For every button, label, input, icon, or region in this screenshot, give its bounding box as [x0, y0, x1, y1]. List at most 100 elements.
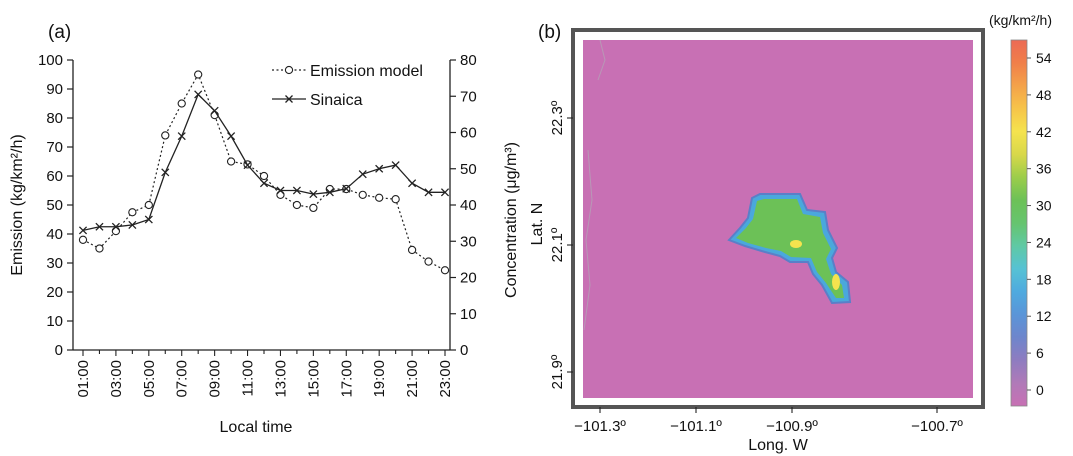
data-point-cross: [243, 161, 252, 170]
data-point-cross: [194, 90, 203, 99]
legend-label-emission-model: Emission model: [310, 63, 423, 80]
data-point-circle: [375, 193, 384, 202]
data-point-circle: [194, 70, 203, 79]
hotspot-core: [736, 199, 844, 298]
panel-b: (b) −101.3º −101.1º −100.9º −100.7º 21.9º 22…: [529, 12, 1052, 454]
map-x-tick-label: −100.7º: [911, 418, 963, 435]
panel-a: (a) 0 10 20 30 40 50 60 70 80 90 100 0 10 20 30 40 50 60…: [9, 22, 520, 436]
data-point-circle: [309, 203, 318, 213]
colorbar: (kg/km²/h) 0 6 12 18 24 30 36 42 48 54: [989, 12, 1052, 407]
x-axis-label: Local time: [220, 419, 293, 436]
colorbar-tick-label: 36: [1036, 161, 1052, 177]
left-y-tick-label: 70: [46, 139, 63, 156]
x-tick-label: 05:00: [141, 360, 158, 398]
data-point-circle: [358, 190, 367, 199]
data-point-cross: [408, 179, 417, 188]
left-y-tick-label: 40: [46, 226, 63, 243]
series-emission-model: [78, 70, 450, 275]
legend-marker-cross: [285, 95, 293, 103]
colorbar-tick-label: 0: [1036, 382, 1044, 398]
map-x-tick-label: −101.1º: [670, 418, 722, 435]
data-point-cross: [144, 215, 153, 224]
x-ticks: 01:00 03:00 05:00 07:00 09:00 11:00 13:00 15:00…: [75, 350, 454, 398]
data-point-circle: [424, 257, 433, 266]
boundary-line-left: [583, 149, 593, 331]
left-y-tick-label: 100: [38, 52, 63, 69]
data-point-cross: [177, 132, 186, 141]
series-group: [78, 70, 450, 275]
colorbar-tick-label: 6: [1036, 345, 1044, 361]
map-area: [583, 40, 973, 398]
right-y-tick-label: 70: [460, 88, 477, 105]
data-point-cross: [227, 132, 236, 141]
x-tick-label: 01:00: [75, 360, 92, 398]
colorbar-gradient: [1010, 39, 1028, 407]
right-y-tick-label: 0: [460, 342, 468, 359]
right-y-tick-label: 10: [460, 306, 477, 323]
right-y-ticks: 0 10 20 30 40 50 60 70 80: [450, 52, 477, 359]
data-point-cross: [259, 179, 269, 188]
data-point-circle: [128, 208, 137, 217]
data-point-cross: [358, 170, 367, 179]
left-y-tick-label: 20: [46, 284, 63, 301]
data-point-circle: [144, 200, 153, 210]
map-x-tick-label: −101.3º: [574, 418, 626, 435]
right-y-tick-label: 60: [460, 125, 477, 142]
data-point-cross: [161, 168, 170, 177]
x-tick-label: 21:00: [404, 360, 421, 398]
x-tick-label: 17:00: [338, 360, 355, 398]
data-point-circle: [95, 244, 104, 253]
data-point-cross: [128, 220, 137, 229]
data-point-circle: [259, 171, 269, 181]
data-point-cross: [95, 222, 104, 231]
colorbar-tick-label: 12: [1036, 308, 1052, 324]
hotspot-peak-1: [790, 240, 802, 248]
data-point-circle: [177, 99, 186, 108]
data-point-cross: [375, 164, 384, 173]
right-y-axis-label: Concentration (μg/m³): [503, 142, 520, 298]
data-point-circle: [78, 235, 88, 244]
data-point-cross: [440, 188, 450, 197]
legend-label-sinaica: Sinaica: [310, 92, 363, 109]
right-y-tick-label: 50: [460, 161, 477, 178]
left-y-axis-label: Emission (kg/km²/h): [9, 134, 26, 275]
right-y-tick-label: 80: [460, 52, 477, 69]
x-tick-label: 13:00: [272, 360, 289, 398]
panel-b-label: (b): [538, 22, 561, 43]
right-y-tick-label: 30: [460, 233, 477, 250]
data-point-cross: [342, 184, 351, 193]
x-tick-label: 15:00: [305, 360, 322, 398]
legend: Emission model Sinaica: [272, 63, 423, 109]
hotspot-peak-2: [832, 274, 840, 290]
colorbar-tick-label: 24: [1036, 234, 1052, 250]
data-point-circle: [407, 245, 417, 255]
left-y-tick-label: 60: [46, 168, 63, 185]
legend-item-sinaica: Sinaica: [272, 92, 363, 109]
map-x-ticks: −101.3º −101.1º −100.9º −100.7º: [574, 407, 963, 435]
x-tick-label: 03:00: [108, 360, 125, 398]
data-point-cross: [309, 190, 318, 199]
colorbar-tick-label: 54: [1036, 50, 1052, 66]
map-y-tick-label: 22.3º: [549, 100, 566, 135]
x-tick-label: 09:00: [207, 360, 224, 398]
data-point-cross: [424, 188, 433, 197]
x-tick-label: 19:00: [371, 360, 388, 398]
map-y-ticks: 21.9º 22.1º 22.3º: [549, 100, 573, 389]
data-point-cross: [111, 222, 120, 231]
left-y-tick-label: 30: [46, 255, 63, 272]
series-sinaica: [78, 90, 450, 235]
colorbar-unit: (kg/km²/h): [989, 12, 1052, 28]
map-y-tick-label: 21.9º: [549, 354, 566, 389]
data-point-circle: [292, 200, 302, 210]
data-point-cross: [78, 226, 88, 235]
left-y-tick-label: 0: [55, 342, 63, 359]
panel-a-label: (a): [48, 22, 71, 43]
right-y-tick-label: 20: [460, 270, 477, 287]
data-point-circle: [440, 266, 450, 275]
data-point-cross: [292, 186, 301, 195]
colorbar-ticks: 0 6 12 18 24 30 36 42 48 54: [1027, 50, 1052, 398]
legend-marker-circle: [284, 65, 294, 75]
map-x-tick-label: −100.9º: [766, 418, 818, 435]
panel-a-axes: [72, 60, 451, 351]
